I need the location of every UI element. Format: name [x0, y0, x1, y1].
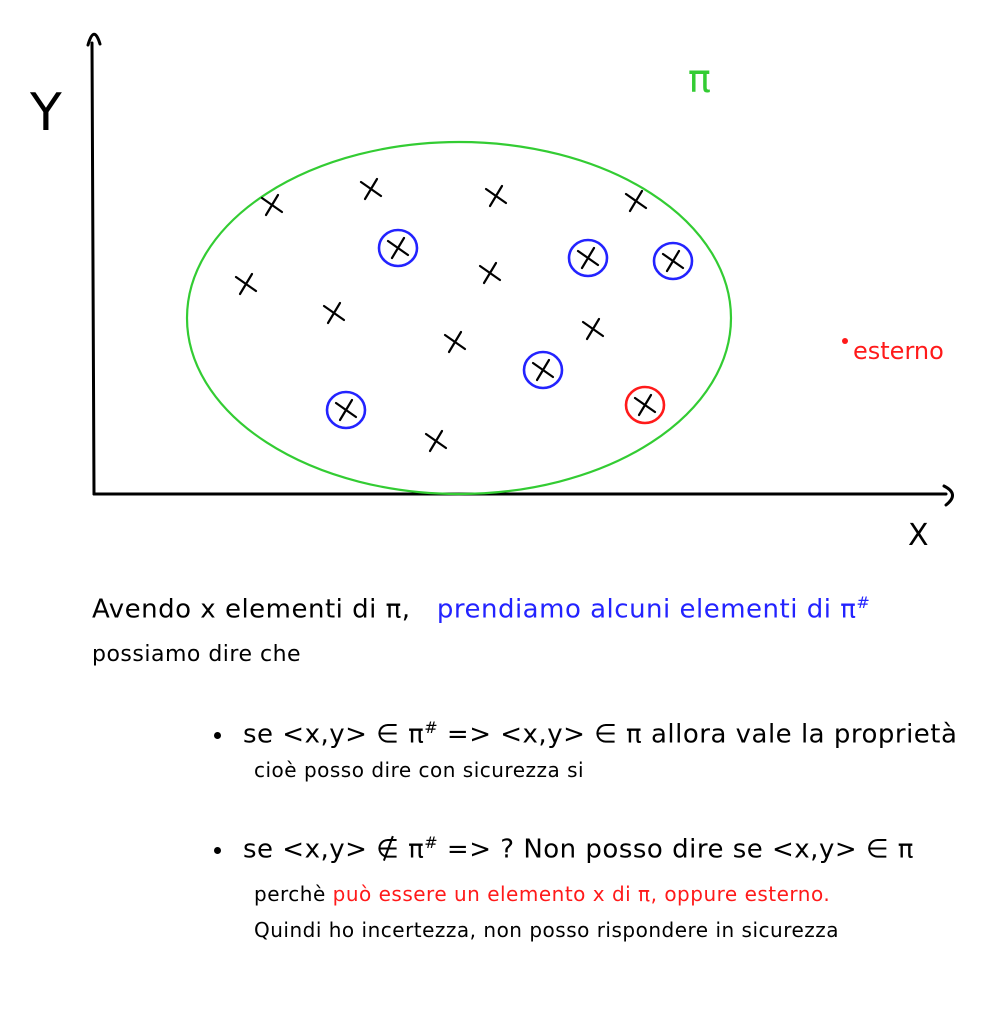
bullet-1-b: => <x,y> ∈ π allora vale la proprietà [446, 719, 958, 750]
axes [86, 32, 954, 507]
note-line-2-text: possiamo dire che [92, 642, 302, 667]
bullet-2-c1: perchè [254, 882, 326, 906]
y-axis [90, 41, 96, 496]
outside-point [842, 338, 848, 344]
bullet-1: se <x,y> ∈ π# => <x,y> ∈ π allora vale l… [214, 718, 957, 750]
bullet-2-line-2: perchè può essere un elemento x di π, op… [254, 882, 830, 906]
bullet-1-sharp: # [424, 718, 439, 737]
element-cross [624, 189, 648, 213]
element-cross-circled-blue [567, 238, 609, 278]
bullet-2-dot [214, 846, 221, 854]
marker-circle-blue [522, 350, 564, 390]
note-line-1-blue: prendiamo alcuni elementi di π [436, 594, 857, 625]
element-cross-circled-blue [522, 350, 564, 390]
y-axis-label: Y [29, 83, 62, 143]
marker-circle-blue [567, 238, 609, 278]
marker-circle-red [624, 385, 666, 425]
note-line-1-black: Avendo x elementi di π, [92, 594, 411, 625]
element-cross-circled-red [624, 385, 666, 425]
element-cross [443, 330, 467, 354]
bullet-1-line-2: cioè posso dire con sicurezza si [254, 758, 584, 782]
bullet-1-a: se <x,y> ∈ π [243, 719, 425, 750]
bullet-2: se <x,y> ∉ π# => ? Non posso dire se <x,… [214, 833, 914, 865]
bullet-2-d: Quindi ho incertezza, non posso risponde… [254, 918, 840, 942]
element-cross [484, 184, 508, 208]
bullet-2-a: se <x,y> ∉ π [243, 834, 425, 865]
marker-circle-blue [652, 241, 694, 281]
y-axis-arrow [86, 32, 102, 47]
x-axis-label: X [908, 518, 929, 553]
bullet-2-sharp: # [424, 833, 439, 852]
outside-label: esterno [853, 337, 944, 365]
x-axis-arrow [942, 484, 954, 507]
note-line-1-sharp: # [856, 593, 871, 612]
bullet-2-b: => ? Non posso dire se <x,y> ∈ π [446, 834, 914, 865]
element-cross-circled-blue [325, 390, 367, 430]
bullet-2-c2: può essere un elemento x di π, oppure es… [332, 882, 831, 906]
marker-circle-blue [325, 390, 367, 430]
set-boundary [185, 140, 733, 496]
set-elements [234, 177, 694, 453]
bullet-2-line-3: Quindi ho incertezza, non posso risponde… [254, 918, 839, 942]
element-cross [234, 272, 258, 296]
element-cross-circled-blue [652, 241, 694, 281]
element-cross [359, 177, 383, 201]
note-line-2: possiamo dire che [92, 642, 301, 667]
note-line-1: Avendo x elementi di π, prendiamo alcuni… [92, 593, 870, 625]
element-cross [478, 261, 502, 285]
element-cross [581, 317, 605, 341]
element-cross-circled-blue [377, 228, 419, 268]
element-cross [424, 429, 448, 453]
set-label: π [688, 57, 711, 101]
element-cross [322, 301, 346, 325]
marker-circle-blue [377, 228, 419, 268]
bullet-1-c: cioè posso dire con sicurezza si [254, 758, 585, 782]
element-cross [260, 193, 284, 217]
bullet-1-dot [214, 731, 221, 739]
